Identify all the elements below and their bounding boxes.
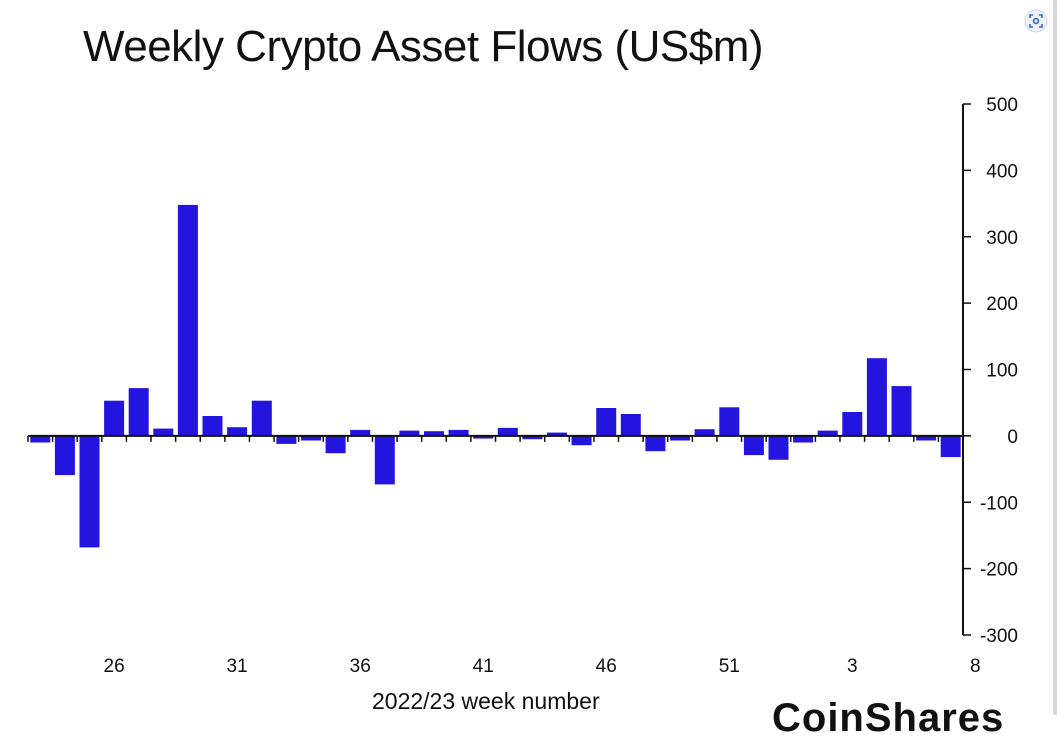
bar-week-43	[522, 435, 543, 440]
bar-week-24	[54, 435, 75, 476]
y-tick-label: -200	[980, 560, 1018, 581]
bar-week-39	[424, 431, 444, 436]
bars-group	[30, 204, 961, 548]
y-tick-label: -300	[980, 626, 1018, 647]
y-tick-label: 200	[986, 294, 1018, 315]
bar-week-51	[719, 407, 740, 436]
bar-week-46	[596, 408, 617, 436]
bar-week-36	[350, 429, 371, 436]
bar-week-35	[325, 435, 346, 454]
scan-icon[interactable]	[1024, 9, 1048, 33]
bar-week-48	[645, 435, 666, 452]
x-tick-labels: 26 31 36 41 46 51 3 8	[104, 656, 981, 677]
right-edge-rule	[1053, 0, 1057, 715]
bar-week-33	[276, 435, 297, 444]
bar-week-50	[694, 429, 715, 436]
bar-week-1	[768, 435, 789, 460]
bar-week-47	[620, 414, 641, 436]
y-tick-label: -100	[980, 493, 1018, 514]
x-tick-label: 41	[473, 656, 494, 677]
x-tick-label: 36	[350, 656, 371, 677]
bar-week-44	[547, 432, 567, 436]
chart-title: Weekly Crypto Asset Flows (US$m)	[83, 22, 764, 71]
y-tick-label: 0	[1007, 427, 1018, 448]
bar-week-34	[301, 435, 321, 441]
x-tick-label: 26	[104, 656, 125, 677]
x-axis-label: 2022/23 week number	[372, 688, 600, 714]
bar-week-52	[743, 435, 764, 456]
bar-week-25	[79, 435, 100, 548]
bar-week-38	[399, 430, 420, 436]
bar-week-6	[891, 386, 912, 436]
bar-week-42	[497, 427, 518, 436]
x-tick-label: 8	[970, 656, 981, 677]
bar-chart: 26 31 36 41 46 51 3 8 500 400 300 200 100 0 -100 -200 -…	[27, 95, 1018, 677]
bar-week-8	[940, 435, 961, 458]
bar-week-32	[251, 400, 272, 436]
bar-week-7	[916, 435, 937, 441]
x-ticks	[27, 435, 964, 442]
bar-week-5	[866, 358, 887, 436]
bar-week-40	[448, 429, 469, 436]
y-tick-label: 400	[986, 161, 1018, 182]
y-tick-label: 300	[986, 228, 1018, 249]
bar-week-28	[153, 428, 174, 436]
bar-week-3	[817, 430, 838, 436]
bar-week-2	[793, 435, 814, 443]
x-tick-label: 3	[847, 656, 858, 677]
bar-week-26	[104, 400, 125, 436]
bar-week-27	[128, 388, 149, 436]
bar-week-41	[473, 435, 494, 439]
bar-week-45	[571, 435, 592, 446]
bar-week-31	[227, 427, 248, 436]
y-tick-label: 500	[986, 95, 1018, 116]
bar-week-30	[202, 416, 223, 436]
x-tick-label: 51	[719, 656, 740, 677]
bar-week-29	[177, 204, 198, 436]
bar-week-37	[374, 435, 395, 485]
brand-logo: CoinShares	[772, 696, 1005, 740]
bar-week-49	[670, 435, 690, 441]
x-tick-label: 31	[227, 656, 248, 677]
x-tick-label: 46	[596, 656, 617, 677]
bar-week-23	[30, 435, 51, 443]
y-tick-label: 100	[986, 361, 1018, 382]
bar-week-4	[842, 412, 863, 436]
y-ticks: 500 400 300 200 100 0 -100 -200 -300	[963, 95, 1018, 647]
